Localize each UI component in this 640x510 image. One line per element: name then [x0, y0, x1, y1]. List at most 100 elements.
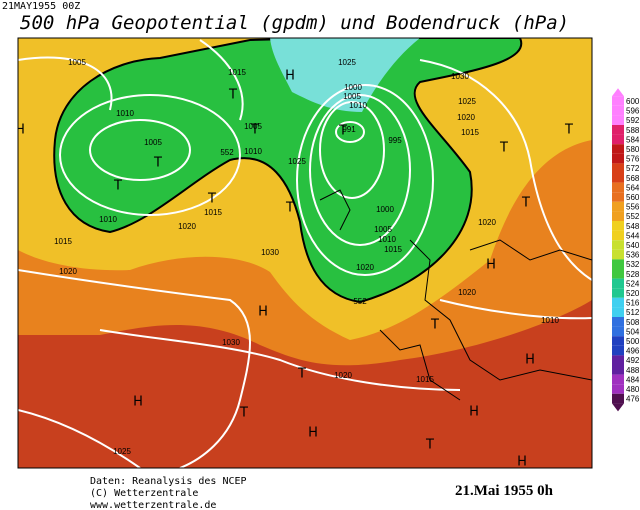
pressure-center: T [285, 201, 294, 216]
coastlines [319, 189, 592, 401]
isobar-label: 995 [388, 136, 402, 145]
colorbar-label: 524 [626, 279, 640, 288]
colorbar-swatch [612, 182, 624, 193]
pressure-center: H [517, 455, 527, 470]
colorbar-swatch [612, 278, 624, 289]
colorbar-swatch [612, 201, 624, 212]
colorbar-swatch [612, 144, 624, 154]
colorbar-label: 568 [626, 174, 640, 183]
colorbar-swatch [612, 211, 624, 221]
colorbar-label: 596 [626, 107, 640, 116]
colorbar-swatch [612, 345, 624, 356]
colorbar-label: 556 [626, 203, 640, 212]
isobar-label: 1030 [222, 338, 240, 347]
isobar-label: 1005 [68, 58, 86, 67]
pressure-center: T [338, 124, 347, 139]
colorbar-label: 592 [626, 116, 640, 125]
isobar-label: 1010 [244, 147, 262, 156]
colorbar-swatch [612, 365, 624, 375]
colorbar-swatch [612, 153, 624, 164]
pressure-center: T [499, 141, 508, 156]
colorbar-swatch [612, 326, 624, 337]
isobar-label: 1000 [344, 83, 362, 92]
isobar-label: 1025 [113, 447, 131, 456]
isobar-label: 1010 [541, 316, 559, 325]
isobar-label: 552 [353, 297, 367, 306]
colorbar-swatch [612, 393, 624, 404]
colorbar-label: 540 [626, 241, 640, 250]
isobar-label: 1010 [378, 235, 396, 244]
isobar-label: 1020 [356, 263, 374, 272]
colorbar-swatch [612, 355, 624, 365]
pressure-center: H [486, 258, 496, 273]
colorbar-swatch [612, 134, 624, 145]
title: 500 hPa Geopotential (gpdm) und Bodendru… [20, 12, 569, 34]
copyright: (C) Wetterzentrale [90, 488, 198, 499]
colorbar-label: 488 [626, 366, 640, 375]
colorbar: 6005965925885845805765725685645605565525… [612, 88, 640, 412]
pressure-center: H [15, 123, 25, 138]
isobar-label: 1010 [349, 101, 367, 110]
isobar-label: 1025 [338, 58, 356, 67]
isobar-label: 1005 [244, 122, 262, 131]
colorbar-tip-bottom [612, 403, 624, 412]
pressure-center: T [113, 179, 122, 194]
isobar-label: 1025 [458, 97, 476, 106]
timestamp: 21MAY1955 00Z [2, 1, 80, 12]
isobar-label: 1015 [228, 68, 246, 77]
colorbar-label: 564 [626, 183, 640, 192]
isobar-label: 1030 [451, 72, 469, 81]
isobar-label: 1020 [334, 371, 352, 380]
colorbar-swatch [612, 96, 624, 106]
colorbar-label: 492 [626, 356, 640, 365]
isobar-label: 1020 [458, 288, 476, 297]
isobar-label: 1020 [478, 218, 496, 227]
colorbar-label: 480 [626, 385, 640, 394]
pressure-center: T [153, 156, 162, 171]
pressure-center: H [525, 353, 535, 368]
colorbar-swatch [612, 384, 624, 394]
isobar-label: 1015 [204, 208, 222, 217]
colorbar-label: 532 [626, 260, 640, 269]
isobar-label: 991 [342, 125, 356, 134]
colorbar-label: 504 [626, 327, 640, 336]
isobar-label: 1015 [461, 128, 479, 137]
pressure-center: T [425, 438, 434, 453]
isobar-label: 552 [220, 148, 234, 157]
pressure-center: T [297, 367, 306, 382]
colorbar-tip-top [612, 88, 624, 97]
isobar-label: 1010 [99, 215, 117, 224]
pressure-center: H [258, 305, 268, 320]
source: Daten: Reanalysis des NCEP [90, 476, 247, 487]
colorbar-swatch [612, 288, 624, 298]
isobar-label: 1015 [416, 375, 434, 384]
isobar-label: 1005 [343, 92, 361, 101]
url: www.wetterzentrale.de [90, 500, 216, 510]
isobar-label: 1020 [59, 267, 77, 276]
colorbar-label: 528 [626, 270, 640, 279]
colorbar-label: 560 [626, 193, 640, 202]
colorbar-label: 520 [626, 289, 640, 298]
colorbar-swatch [612, 221, 624, 231]
colorbar-label: 508 [626, 318, 640, 327]
date: 21.Mai 1955 0h [455, 483, 554, 499]
pressure-center: H [469, 405, 479, 420]
pressure-center: T [207, 192, 216, 207]
colorbar-swatch [612, 230, 624, 241]
colorbar-label: 496 [626, 347, 640, 356]
colorbar-swatch [612, 336, 624, 346]
isobar-label: 1025 [288, 157, 306, 166]
colorbar-swatch [612, 115, 624, 125]
map-frame [17, 37, 593, 469]
isobar-label: 1000 [376, 205, 394, 214]
colorbar-swatch [612, 317, 624, 327]
colorbar-swatch [612, 374, 624, 385]
colorbar-label: 576 [626, 155, 640, 164]
colorbar-label: 572 [626, 164, 640, 173]
colorbar-swatch [612, 259, 624, 269]
isobar-label: 1005 [374, 225, 392, 234]
map-labels: 1005101510251030102510201015101010051005… [15, 58, 573, 470]
isobar-label: 1005 [144, 138, 162, 147]
